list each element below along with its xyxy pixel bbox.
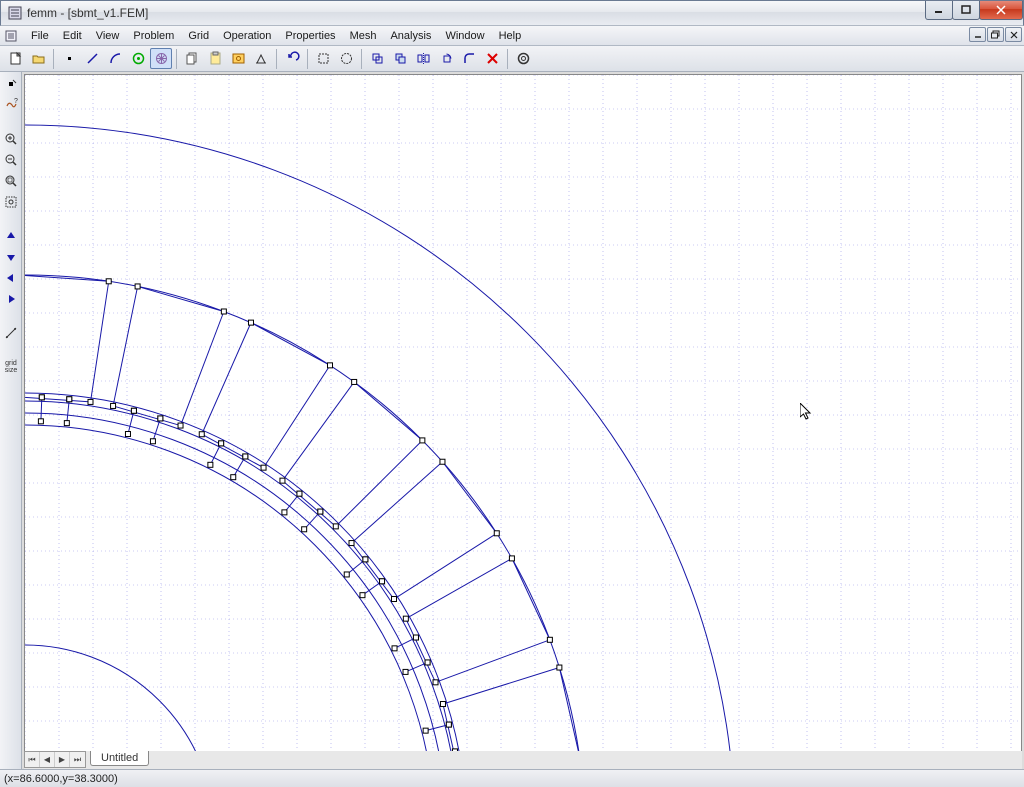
menu-properties[interactable]: Properties xyxy=(278,28,342,44)
zoom-fit-button[interactable] xyxy=(1,171,21,191)
point-tool-button[interactable] xyxy=(58,48,80,69)
line-tool-button[interactable] xyxy=(81,48,103,69)
copy-button[interactable] xyxy=(181,48,203,69)
select-rect-button[interactable] xyxy=(312,48,334,69)
svg-text:?: ? xyxy=(14,98,18,105)
rotate-button[interactable] xyxy=(435,48,457,69)
menu-edit[interactable]: Edit xyxy=(56,28,89,44)
window-controls xyxy=(926,1,1023,21)
menu-analysis[interactable]: Analysis xyxy=(383,28,438,44)
menu-help[interactable]: Help xyxy=(492,28,529,44)
copy-geom-button[interactable] xyxy=(389,48,411,69)
tab-last-button[interactable]: ⏭ xyxy=(70,752,85,767)
select-circle-button[interactable] xyxy=(335,48,357,69)
zoom-in-button[interactable] xyxy=(1,129,21,149)
info-button[interactable]: ? xyxy=(1,95,21,115)
maximize-button[interactable] xyxy=(952,1,980,20)
canvas[interactable] xyxy=(24,74,1022,769)
mdi-minimize-button[interactable] xyxy=(969,27,986,42)
measure-button[interactable] xyxy=(1,323,21,343)
arc-tool-button[interactable] xyxy=(104,48,126,69)
tab-prev-button[interactable]: ◀ xyxy=(40,752,55,767)
statusbar: (x=86.6000,y=38.3000) xyxy=(0,769,1024,787)
menubar: FileEditViewProblemGridOperationProperti… xyxy=(0,26,1024,46)
undo-button[interactable] xyxy=(281,48,303,69)
workspace: ? gridsize xyxy=(0,72,1024,769)
zoom-window-button[interactable] xyxy=(1,192,21,212)
mdi-close-button[interactable] xyxy=(1005,27,1022,42)
mdi-controls xyxy=(969,27,1022,42)
titlebar: femm - [sbmt_v1.FEM] xyxy=(0,0,1024,26)
mdi-doc-icon xyxy=(4,29,18,43)
open-button[interactable] xyxy=(27,48,49,69)
new-button[interactable] xyxy=(4,48,26,69)
run-button[interactable] xyxy=(512,48,534,69)
menu-grid[interactable]: Grid xyxy=(181,28,216,44)
pan-right-button[interactable] xyxy=(1,289,21,309)
pan-left-button[interactable] xyxy=(1,268,21,288)
main-toolbar xyxy=(0,46,1024,72)
group-tool-button[interactable] xyxy=(150,48,172,69)
node-props-button[interactable] xyxy=(1,74,21,94)
pan-up-button[interactable] xyxy=(1,226,21,246)
tab-nav: ⏮ ◀ ▶ ⏭ xyxy=(24,751,86,768)
menu-file[interactable]: File xyxy=(24,28,56,44)
pan-down-button[interactable] xyxy=(1,247,21,267)
scale-button[interactable] xyxy=(250,48,272,69)
menu-mesh[interactable]: Mesh xyxy=(343,28,384,44)
delete-button[interactable] xyxy=(481,48,503,69)
minimize-button[interactable] xyxy=(925,1,953,20)
window-title: femm - [sbmt_v1.FEM] xyxy=(27,6,148,20)
paste-button[interactable] xyxy=(204,48,226,69)
menu-view[interactable]: View xyxy=(89,28,127,44)
menu-operation[interactable]: Operation xyxy=(216,28,278,44)
fillet-button[interactable] xyxy=(458,48,480,69)
tab-first-button[interactable]: ⏮ xyxy=(25,752,40,767)
document-tab-bar: ⏮ ◀ ▶ ⏭ Untitled xyxy=(24,751,1022,769)
menu-problem[interactable]: Problem xyxy=(126,28,181,44)
app-icon xyxy=(7,5,23,21)
side-toolbar: ? gridsize xyxy=(0,72,22,769)
grid-size-button[interactable]: gridsize xyxy=(1,357,21,377)
block-label-button[interactable] xyxy=(127,48,149,69)
move-button[interactable] xyxy=(366,48,388,69)
mirror-button[interactable] xyxy=(412,48,434,69)
status-coords: (x=86.6000,y=38.3000) xyxy=(4,773,118,785)
tab-next-button[interactable]: ▶ xyxy=(55,752,70,767)
document-tab[interactable]: Untitled xyxy=(90,751,149,766)
materials-button[interactable] xyxy=(227,48,249,69)
close-button[interactable] xyxy=(979,1,1023,20)
drawing-svg xyxy=(25,75,1021,753)
mdi-restore-button[interactable] xyxy=(987,27,1004,42)
menu-window[interactable]: Window xyxy=(438,28,491,44)
zoom-out-button[interactable] xyxy=(1,150,21,170)
